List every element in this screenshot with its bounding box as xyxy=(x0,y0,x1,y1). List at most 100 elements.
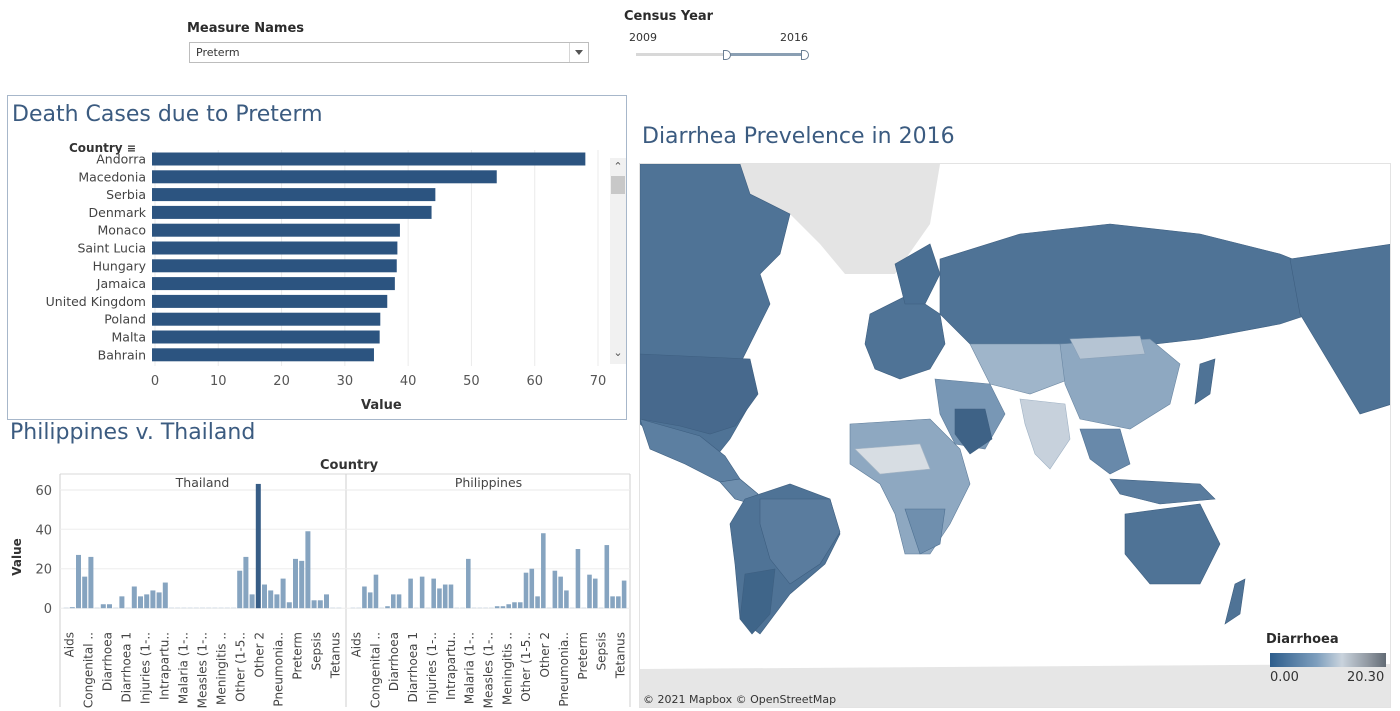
chevron-down-icon[interactable] xyxy=(569,43,588,62)
country-bar xyxy=(152,223,400,237)
column-bar xyxy=(107,604,112,609)
china-region xyxy=(1059,338,1181,430)
bar-scrollbar[interactable] xyxy=(610,158,626,364)
country-label: United Kingdom xyxy=(46,294,146,309)
chevron-down-icon[interactable]: ⌄ xyxy=(613,346,623,359)
category-tick-label: Congenital .. xyxy=(368,632,382,708)
pvt-title: Philippines v. Thailand xyxy=(10,420,256,445)
column-bar xyxy=(506,604,511,609)
category-tick-label: Diarrhoea 1 xyxy=(406,632,420,703)
measure-names-label: Measure Names xyxy=(187,21,305,36)
column-bar xyxy=(175,607,181,609)
y-tick-label: 40 xyxy=(35,523,52,538)
country-label: Serbia xyxy=(106,187,146,202)
country-bar xyxy=(152,330,380,344)
column-bar xyxy=(552,570,558,609)
bar-scroll-thumb[interactable] xyxy=(611,176,625,194)
country-bar xyxy=(152,241,398,255)
map-svg xyxy=(640,164,1390,707)
year-slider-track[interactable] xyxy=(636,53,806,56)
sort-icon[interactable]: ≡ xyxy=(126,142,137,155)
column-bar xyxy=(69,607,75,609)
category-tick-label: Sepsis xyxy=(595,632,609,670)
category-tick-label: Diarrhoea xyxy=(101,632,115,691)
country-label: Denmark xyxy=(89,205,147,220)
column-bar xyxy=(592,578,598,609)
column-bar xyxy=(477,607,483,609)
saudi-region xyxy=(954,408,993,455)
chevron-up-icon[interactable]: ⌃ xyxy=(613,160,623,173)
death-cases-title: Death Cases due to Preterm xyxy=(12,102,323,127)
column-bar xyxy=(76,554,81,609)
column-bar xyxy=(100,604,106,609)
year-slider-min-handle[interactable] xyxy=(723,50,731,60)
column-bar xyxy=(299,560,305,609)
year-slider-range xyxy=(727,53,806,56)
column-bar xyxy=(379,607,385,609)
country-bar xyxy=(152,348,374,362)
central-asia-region xyxy=(969,343,1071,395)
column-bar xyxy=(558,576,563,609)
category-tick-label: Preterm xyxy=(576,632,590,680)
column-bar xyxy=(82,576,88,609)
category-tick-label: Diarrhoea xyxy=(387,632,401,691)
column-bar xyxy=(466,558,471,609)
column-bar xyxy=(535,596,540,609)
column-bar xyxy=(181,607,187,609)
category-tick-label: Injuries (1-.. xyxy=(425,632,439,704)
legend-max: 20.30 xyxy=(1347,670,1385,685)
legend-min: 0.00 xyxy=(1270,670,1299,685)
year-slider-max-handle[interactable] xyxy=(801,50,809,60)
country-bar xyxy=(152,312,381,326)
category-tick-label: Intrapartu.. xyxy=(158,632,172,700)
column-bar xyxy=(402,607,408,609)
column-bar xyxy=(373,574,379,609)
column-bar xyxy=(311,600,317,609)
column-bar xyxy=(63,607,69,609)
column-bar xyxy=(262,584,267,609)
sahel-region xyxy=(854,443,931,475)
column-bar xyxy=(88,556,94,609)
column-bar xyxy=(616,596,621,609)
column-bar xyxy=(193,607,199,609)
category-tick-label: Meningitis .. xyxy=(500,632,514,705)
measure-names-dropdown[interactable]: Preterm xyxy=(189,42,589,63)
column-bar xyxy=(350,607,356,609)
column-bar xyxy=(231,607,236,609)
column-bar xyxy=(500,606,506,609)
column-bar xyxy=(587,574,592,609)
x-tick-label: 40 xyxy=(400,374,417,389)
country-label: Saint Lucia xyxy=(77,241,146,256)
column-bar xyxy=(305,531,311,609)
country-header-label: Country xyxy=(69,141,123,155)
column-bar xyxy=(317,600,323,609)
column-bar xyxy=(187,607,193,609)
column-bar xyxy=(414,607,419,609)
category-tick-label: Preterm xyxy=(291,632,305,680)
country-label: Jamaica xyxy=(96,276,146,291)
column-bar xyxy=(489,607,494,609)
country-bar xyxy=(152,277,395,291)
australia-region xyxy=(1124,503,1221,585)
column-bar xyxy=(255,483,261,609)
column-bar xyxy=(249,594,255,609)
europe-region xyxy=(864,293,946,380)
country-label: Monaco xyxy=(97,223,146,238)
pvt-column-chart: 0 20 40 60 Value Thailand Aids Congenital .. Dia… xyxy=(10,473,631,708)
country-header: Country ≡ xyxy=(69,141,136,155)
column-bar xyxy=(274,594,280,609)
x-tick-label: 50 xyxy=(463,374,480,389)
column-bar xyxy=(512,602,517,609)
pvt-country-header: Country xyxy=(320,458,379,473)
column-bar xyxy=(425,607,431,609)
category-tick-label: Measles (1-.. xyxy=(482,632,496,708)
column-bar xyxy=(621,580,627,609)
category-tick-label: Measles (1-.. xyxy=(196,632,210,708)
world-choropleth-map[interactable] xyxy=(639,163,1391,708)
x-tick-label: 0 xyxy=(151,374,159,389)
column-bar xyxy=(460,607,465,609)
alaska-east-region xyxy=(1289,243,1390,415)
country-bar xyxy=(152,205,432,219)
column-bar xyxy=(598,607,604,609)
column-bar xyxy=(212,607,218,609)
